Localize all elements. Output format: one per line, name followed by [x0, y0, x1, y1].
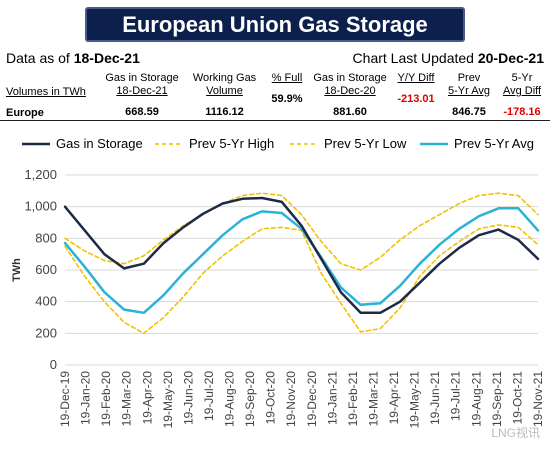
stat-col-top: Prev	[457, 72, 481, 84]
stat-value: 1116.12	[205, 106, 244, 118]
stat-col-working-gas: Working Gas Volume 1116.12	[187, 72, 262, 119]
x-tick-label: 19-Dec-19	[58, 371, 72, 427]
x-tick-label: 19-Oct-20	[264, 371, 278, 425]
x-tick-label: 19-Mar-21	[366, 371, 380, 427]
x-tick-label: 19-Apr-21	[387, 371, 401, 425]
stat-col-gas-in-storage: Gas in Storage 18-Dec-21 668.59	[97, 72, 187, 119]
stat-col-bottom: 5-Yr Avg	[448, 85, 490, 97]
divider-line	[0, 120, 550, 121]
stat-value: 59.9%	[271, 93, 303, 105]
x-tick-label: 19-Mar-20	[120, 371, 134, 427]
x-tick-label: 19-Jan-21	[325, 371, 339, 425]
x-tick-label: 19-May-21	[408, 371, 422, 429]
x-tick-label: 19-Feb-21	[346, 371, 360, 427]
legend-label: Prev 5-Yr Avg	[454, 136, 534, 151]
x-tick-label: 19-Nov-21	[531, 371, 545, 427]
stat-value: -178.16	[503, 106, 541, 118]
y-tick-label: 600	[35, 262, 57, 277]
x-tick-label: 19-Jul-21	[449, 371, 463, 421]
legend-swatch	[420, 142, 448, 145]
x-tick-label: 19-Aug-21	[469, 371, 483, 427]
stat-col-5yr-avg-diff: 5-Yr Avg Diff -178.16	[496, 72, 548, 119]
x-tick-label: 19-Sep-20	[243, 371, 257, 427]
stat-col-top: Working Gas	[192, 72, 257, 84]
stat-value: 846.75	[452, 106, 486, 118]
series-line-gas-in-storage	[63, 196, 540, 315]
legend-item-gas-in-storage: Gas in Storage	[22, 136, 143, 151]
legend-swatch	[290, 142, 318, 145]
legend-swatch	[22, 142, 50, 145]
y-axis-title: TWh	[11, 258, 23, 282]
row-label-europe: Europe	[6, 107, 44, 119]
stat-col-top: Gas in Storage	[313, 72, 387, 84]
stat-col-bottom: Volume	[206, 85, 243, 97]
y-tick-label: 1,200	[24, 167, 57, 182]
y-tick-label: 800	[35, 230, 57, 245]
watermark: LNG视讯	[491, 426, 540, 440]
stat-col-top: Gas in Storage	[105, 72, 179, 84]
chart-plot: 0 200 400 600 800 1,000 1,200 TWh 19-Dec-19 19-Ja…	[11, 167, 545, 429]
chart-legend: Gas in Storage Prev 5-Yr High Prev 5-Yr …	[0, 136, 550, 156]
stat-col-bottom: % Full	[271, 72, 303, 84]
stat-value: -213.01	[397, 93, 435, 105]
x-tick-label: 19-Sep-21	[490, 371, 504, 427]
x-tick-label: 19-May-20	[161, 371, 175, 429]
stat-col-pct-full: % Full 59.9%	[262, 72, 312, 106]
stat-col-bottom: Avg Diff	[502, 85, 542, 97]
legend-label: Prev 5-Yr High	[189, 136, 275, 151]
x-tick-label: 19-Nov-20	[284, 371, 298, 427]
stats-table: Volumes in TWh Europe Gas in Storage 18-…	[0, 72, 550, 122]
data-as-of: Data as of 18-Dec-21	[6, 50, 140, 66]
stat-col-gas-prev-year: Gas in Storage 18-Dec-20 881.60	[305, 72, 395, 119]
data-as-of-label: Data as of	[6, 50, 70, 66]
chart-updated: Chart Last Updated 20-Dec-21	[353, 50, 544, 66]
legend-item-prev-low: Prev 5-Yr Low	[290, 136, 406, 151]
x-tick-label: 19-Jun-21	[428, 371, 442, 425]
legend-label: Prev 5-Yr Low	[324, 136, 407, 151]
stat-value: 668.59	[125, 106, 159, 118]
x-tick-label: 19-Feb-20	[99, 371, 113, 427]
stat-value: 881.60	[333, 106, 367, 118]
title-banner: European Union Gas Storage	[85, 7, 465, 42]
x-tick-label: 19-Aug-20	[223, 371, 237, 427]
y-tick-label: 400	[35, 294, 57, 309]
y-tick-label: 0	[50, 357, 57, 372]
x-tick-label: 19-Jan-20	[79, 371, 93, 425]
series-line-prev-high	[64, 192, 539, 271]
x-tick-label: 19-Oct-21	[510, 371, 524, 425]
updated-label: Chart Last Updated	[352, 50, 474, 66]
stat-col-bottom: Y/Y Diff	[397, 72, 435, 84]
units-label: Volumes in TWh	[6, 86, 86, 98]
legend-swatch	[155, 142, 183, 145]
data-as-of-value: 18-Dec-21	[73, 50, 140, 66]
legend-item-prev-avg: Prev 5-Yr Avg	[420, 136, 534, 151]
chart-title: European Union Gas Storage	[122, 11, 428, 37]
stat-col-top: 5-Yr	[511, 72, 533, 84]
legend-item-prev-high: Prev 5-Yr High	[155, 136, 274, 151]
x-tick-label: 19-Jul-20	[202, 371, 216, 421]
y-tick-label: 1,000	[24, 199, 57, 214]
series-line-prev-low	[64, 224, 539, 335]
legend-label: Gas in Storage	[56, 136, 143, 151]
series-line-prev-avg	[63, 207, 540, 315]
x-tick-label: 19-Jun-20	[181, 371, 195, 425]
stat-col-bottom: 18-Dec-21	[116, 85, 168, 97]
y-tick-label: 200	[35, 325, 57, 340]
stat-col-yy-diff: Y/Y Diff -213.01	[392, 72, 440, 106]
stat-col-prev-5yr-avg: Prev 5-Yr Avg 846.75	[440, 72, 498, 119]
x-tick-label: 19-Dec-20	[305, 371, 319, 427]
stat-col-bottom: 18-Dec-20	[324, 85, 376, 97]
updated-value: 20-Dec-21	[477, 50, 544, 66]
x-tick-label: 19-Apr-20	[140, 371, 154, 425]
